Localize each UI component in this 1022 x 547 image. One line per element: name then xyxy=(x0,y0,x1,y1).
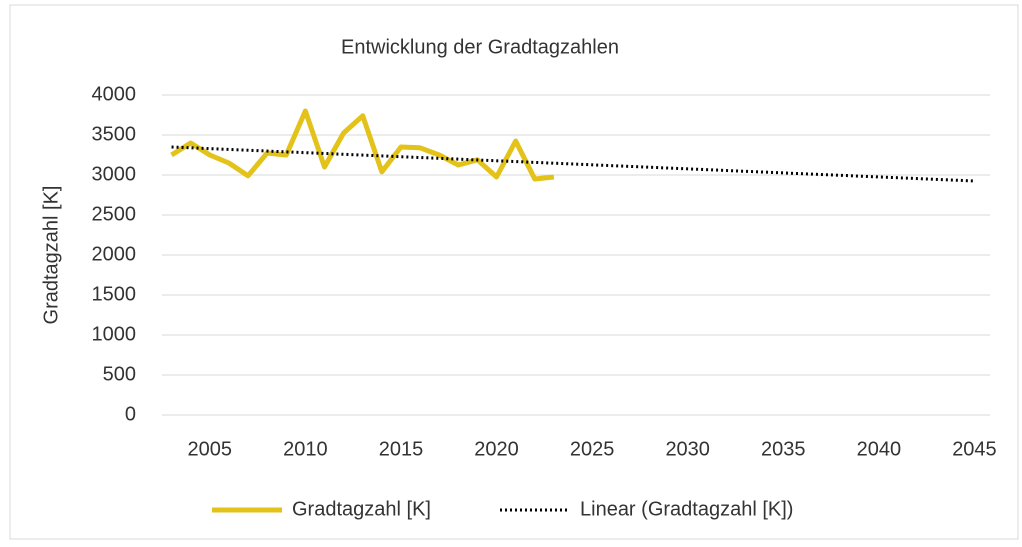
x-tick-label: 2005 xyxy=(188,438,233,460)
y-tick-label: 1000 xyxy=(92,323,137,345)
y-tick-label: 0 xyxy=(125,403,136,425)
legend-label: Gradtagzahl [K] xyxy=(292,498,431,520)
series-line xyxy=(171,145,975,183)
x-tick-label: 2020 xyxy=(474,438,519,460)
x-tick-label: 2015 xyxy=(379,438,424,460)
y-tick-label: 500 xyxy=(103,363,136,385)
y-tick-label: 4000 xyxy=(92,83,137,105)
x-tick-label: 2040 xyxy=(857,438,902,460)
y-tick-label: 2500 xyxy=(92,203,137,225)
y-tick-label: 1500 xyxy=(92,283,137,305)
x-tick-label: 2010 xyxy=(283,438,328,460)
chart-border xyxy=(9,4,1019,540)
chart-title: Entwicklung der Gradtagzahlen xyxy=(341,36,619,58)
x-tick-label: 2030 xyxy=(665,438,710,460)
y-tick-label: 3500 xyxy=(92,123,137,145)
series-line xyxy=(170,108,555,182)
x-tick-label: 2025 xyxy=(570,438,615,460)
y-tick-label: 2000 xyxy=(92,243,137,265)
y-tick-label: 3000 xyxy=(92,163,137,185)
x-tick-label: 2035 xyxy=(761,438,806,460)
x-tick-label: 2045 xyxy=(952,438,997,460)
y-axis-label: Gradtagzahl [K] xyxy=(40,186,62,325)
legend-label: Linear (Gradtagzahl [K]) xyxy=(580,498,793,520)
